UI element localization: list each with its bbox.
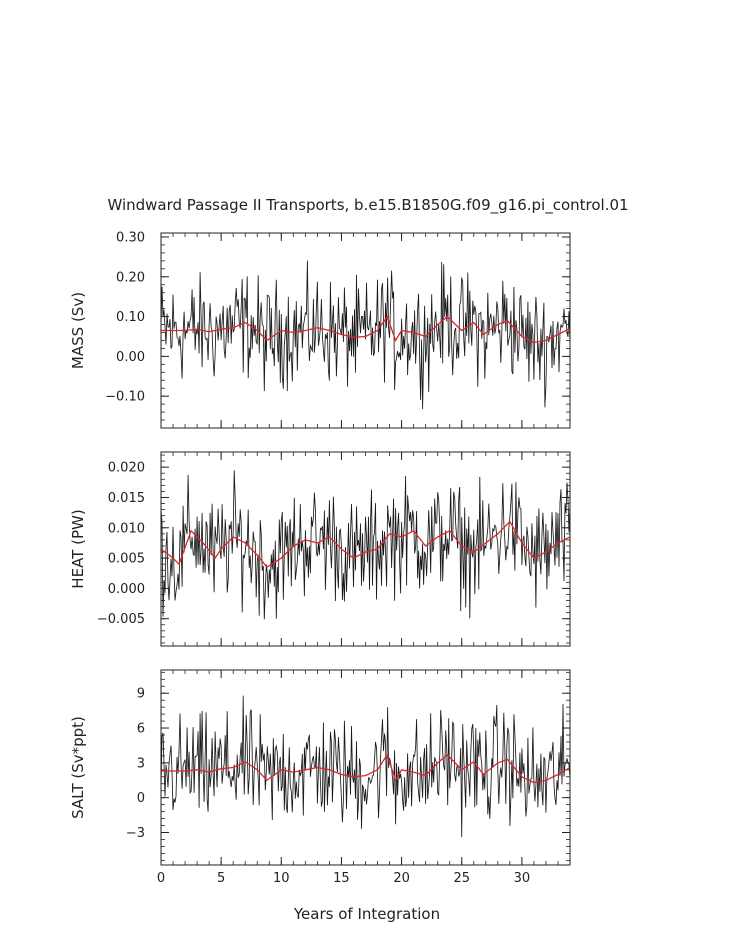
y-tick-label: 0.010 (108, 521, 145, 536)
y-tick-label: 0 (137, 791, 145, 806)
y-tick-label: −0.10 (105, 390, 145, 405)
monthly-series-line (161, 260, 570, 410)
x-tick-label: 20 (393, 871, 410, 886)
panel-frame (160, 451, 571, 647)
smoothed-series-line (161, 520, 570, 569)
y-tick-label: 3 (137, 756, 145, 771)
panels: −0.10 0.00 0.10 0.20 0.30 MASS (Sv) −0.005 0.00… (69, 230, 571, 886)
monthly-series-line (161, 470, 570, 620)
y-tick-label: −3 (126, 826, 145, 841)
smoothed-series-line (161, 315, 570, 344)
x-tick-label: 30 (514, 871, 531, 886)
smoothed-series-line (161, 753, 570, 784)
y-tick-label: 0.20 (116, 270, 145, 285)
x-tick-label: 5 (217, 871, 225, 886)
y-tick-label: 0.020 (108, 461, 145, 476)
y-tick-label: −0.005 (97, 612, 145, 627)
panel-1: −0.10 0.00 0.10 0.20 0.30 MASS (Sv) (69, 230, 571, 429)
y-tick-label: 6 (137, 722, 145, 737)
y-tick-label: 0.015 (108, 491, 145, 506)
panel-3: 0 5 10 15 20 25 30 −3 0 3 6 9 SALT (Sv*ppt) (69, 669, 571, 886)
chart-title: Windward Passage II Transports, b.e15.B1… (107, 196, 628, 215)
panel-frame (160, 232, 571, 429)
panel-frame (160, 669, 571, 866)
y-axis-label: MASS (Sv) (69, 292, 87, 369)
y-tick-label: 0.10 (116, 310, 145, 325)
x-tick-label: 10 (273, 871, 290, 886)
y-axis-label: HEAT (PW) (69, 509, 87, 588)
monthly-series-line (161, 695, 570, 838)
y-tick-label: 0.30 (116, 230, 145, 245)
x-tick-label: 15 (333, 871, 350, 886)
x-axis-label: Years of Integration (293, 905, 440, 923)
y-tick-label: 0.005 (108, 552, 145, 567)
y-axis-label: SALT (Sv*ppt) (69, 716, 87, 819)
panel-2: −0.005 0.000 0.005 0.010 0.015 0.020 HEAT (PW) (69, 451, 571, 647)
x-tick-label: 25 (453, 871, 470, 886)
y-tick-label: 0.000 (108, 582, 145, 597)
x-tick-label: 0 (157, 871, 165, 886)
y-tick-label: 9 (137, 687, 145, 702)
y-tick-label: 0.00 (116, 350, 145, 365)
